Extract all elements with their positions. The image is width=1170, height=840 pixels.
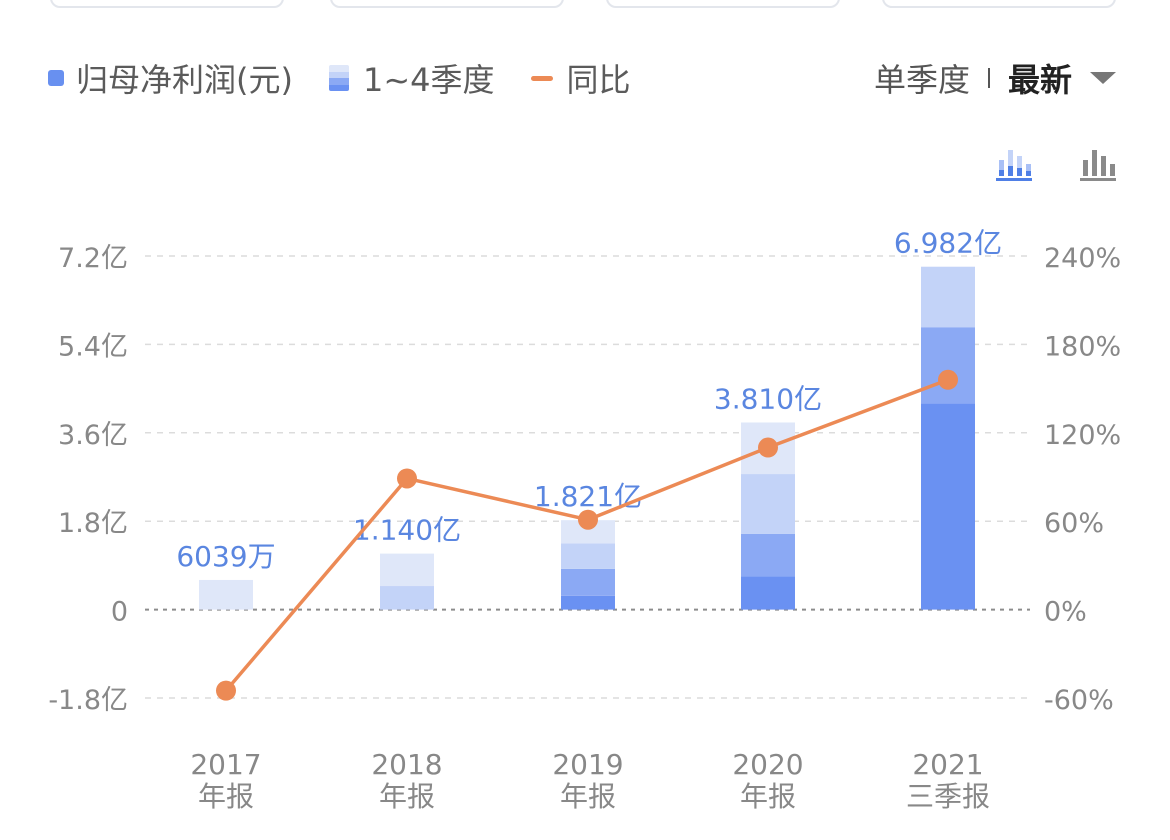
y-left-tick-label: 1.8亿: [58, 508, 128, 539]
bar-segment: [199, 579, 253, 610]
y-right-tick-label: -60%: [1044, 685, 1114, 716]
x-tick-year: 2020: [732, 748, 803, 781]
bar-segment: [380, 586, 434, 610]
bar-segment: [921, 266, 975, 328]
bar-segment: [561, 520, 615, 544]
chart-legend: 归母净利润(元) 1~4季度 同比: [48, 52, 667, 104]
x-tick-year: 2017: [190, 748, 261, 781]
x-tick-period: 年报: [740, 780, 796, 813]
y-right-tick-label: 240%: [1044, 243, 1121, 274]
stacked-bar-chart-icon[interactable]: [996, 146, 1032, 182]
profit-swatch-icon: [48, 70, 64, 86]
y-right-tick-label: 60%: [1044, 508, 1104, 539]
x-tick-year: 2018: [371, 748, 442, 781]
caret-down-icon[interactable]: [1090, 72, 1116, 84]
yoy-point: [758, 437, 778, 458]
legend-item-yoy[interactable]: 同比: [530, 55, 631, 101]
y-left-tick-label: 0: [111, 597, 128, 628]
single-quarter-toggle[interactable]: 单季度: [873, 61, 970, 99]
controls-divider: [987, 68, 990, 88]
x-tick-year: 2019: [552, 748, 623, 781]
y-right-tick-label: 120%: [1044, 420, 1121, 451]
y-left-tick-label: 5.4亿: [58, 331, 128, 362]
x-tick-year: 2021: [912, 748, 983, 781]
y-left-tick-label: -1.8亿: [48, 685, 128, 716]
y-right-tick-label: 0%: [1044, 597, 1087, 628]
bar-value-label: 6.982亿: [894, 227, 1002, 260]
quarters-swatch-icon: [328, 65, 349, 91]
bar-value-label: 6039万: [176, 540, 275, 573]
yoy-point: [578, 509, 598, 530]
chart-view-switch: [948, 146, 1116, 182]
x-tick-period: 年报: [198, 780, 254, 813]
bar-segment: [561, 568, 615, 596]
y-left-tick-label: 7.2亿: [58, 243, 128, 274]
bar-segment: [741, 474, 795, 534]
x-tick-period: 年报: [379, 780, 435, 813]
yoy-point: [938, 369, 958, 390]
legend-item-profit[interactable]: 归母净利润(元): [48, 55, 293, 101]
bar-value-label: 1.140亿: [353, 514, 461, 547]
bar-segment: [741, 533, 795, 577]
y-left-tick-label: 3.6亿: [58, 420, 128, 451]
bar-segment: [561, 595, 615, 610]
bar-segment: [561, 543, 615, 569]
top-tab-strip: [0, 0, 1170, 8]
bar-segment: [921, 403, 975, 610]
bar-segment: [380, 553, 434, 587]
latest-period-select[interactable]: 最新: [1007, 61, 1072, 99]
bar-segment: [921, 327, 975, 404]
x-tick-period: 三季报: [906, 780, 990, 813]
bar-value-label: 1.821亿: [534, 480, 642, 513]
yoy-point: [216, 680, 236, 701]
yoy-point: [397, 468, 417, 489]
legend-profit-label: 归母净利润(元): [76, 61, 293, 99]
bar-value-label: 3.810亿: [714, 382, 822, 415]
period-controls: 单季度 最新: [874, 52, 1116, 104]
legend-yoy-label: 同比: [566, 61, 631, 99]
yoy-swatch-icon: [530, 75, 553, 81]
bar-segment: [741, 576, 795, 610]
legend-quarters-label: 1~4季度: [362, 61, 495, 99]
x-tick-period: 年报: [560, 780, 616, 813]
bar-chart-icon[interactable]: [1080, 146, 1116, 182]
y-right-tick-label: 180%: [1044, 331, 1121, 362]
legend-item-quarters[interactable]: 1~4季度: [328, 55, 495, 101]
